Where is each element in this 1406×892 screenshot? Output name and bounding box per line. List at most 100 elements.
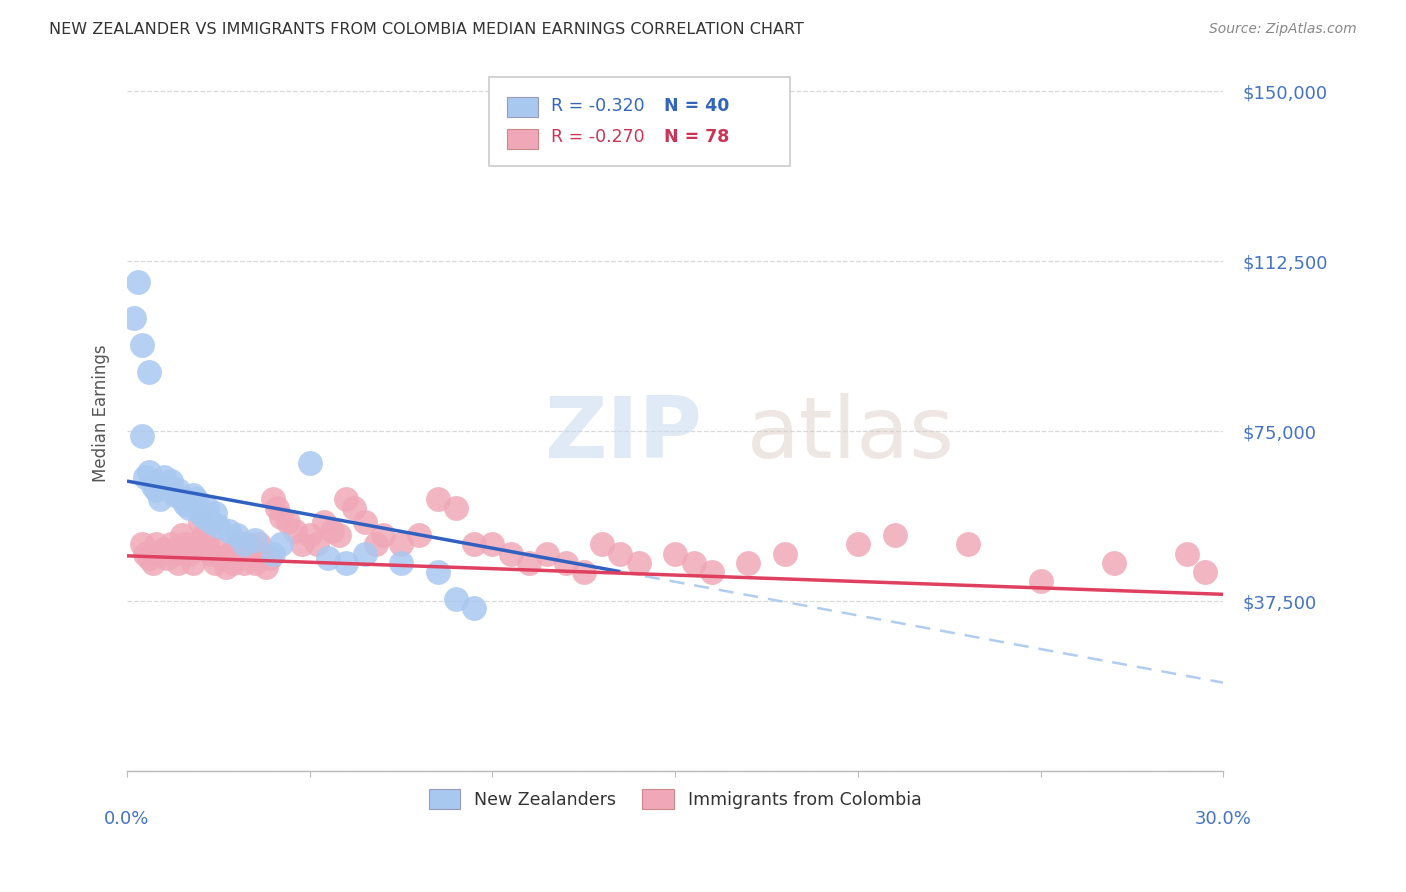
Point xyxy=(156,551,179,566)
Point xyxy=(481,537,503,551)
Point xyxy=(389,537,412,551)
Point xyxy=(554,556,576,570)
Point xyxy=(463,601,485,615)
Point xyxy=(149,547,172,561)
Point xyxy=(188,506,211,520)
Point xyxy=(170,492,193,507)
Point xyxy=(181,556,204,570)
Point xyxy=(408,528,430,542)
Point xyxy=(225,537,247,551)
Text: 0.0%: 0.0% xyxy=(104,810,149,828)
Point xyxy=(298,456,321,470)
Point xyxy=(188,515,211,529)
Point xyxy=(186,492,208,507)
Point xyxy=(316,551,339,566)
Point xyxy=(609,547,631,561)
Point xyxy=(1175,547,1198,561)
Point xyxy=(254,560,277,574)
Point xyxy=(174,537,197,551)
Point xyxy=(444,501,467,516)
Point xyxy=(243,556,266,570)
Point xyxy=(737,556,759,570)
Point xyxy=(193,510,215,524)
Point xyxy=(142,478,165,492)
Point xyxy=(229,547,252,561)
Point xyxy=(160,537,183,551)
Point xyxy=(682,556,704,570)
Point xyxy=(204,556,226,570)
Text: atlas: atlas xyxy=(747,393,955,476)
Point xyxy=(314,515,336,529)
Point xyxy=(131,429,153,443)
Point xyxy=(236,537,259,551)
Point xyxy=(270,510,292,524)
Point xyxy=(152,469,174,483)
Y-axis label: Median Earnings: Median Earnings xyxy=(93,344,110,482)
Point xyxy=(627,556,650,570)
Point xyxy=(1029,574,1052,588)
Point xyxy=(200,515,222,529)
Point xyxy=(517,556,540,570)
Point xyxy=(179,547,201,561)
Point xyxy=(444,591,467,606)
Text: R = -0.270: R = -0.270 xyxy=(551,128,645,146)
Point xyxy=(291,537,314,551)
Point xyxy=(197,537,219,551)
Point xyxy=(883,528,905,542)
Text: Source: ZipAtlas.com: Source: ZipAtlas.com xyxy=(1209,22,1357,37)
Point xyxy=(152,542,174,557)
Point xyxy=(536,547,558,561)
FancyBboxPatch shape xyxy=(508,128,538,149)
Point xyxy=(846,537,869,551)
Point xyxy=(247,537,270,551)
Point xyxy=(463,537,485,551)
Point xyxy=(138,365,160,379)
Point xyxy=(131,338,153,352)
Point xyxy=(149,492,172,507)
Point xyxy=(307,537,329,551)
Point xyxy=(321,524,343,538)
Point xyxy=(134,469,156,483)
Point xyxy=(389,556,412,570)
Point xyxy=(664,547,686,561)
Point xyxy=(371,528,394,542)
Point xyxy=(270,537,292,551)
Text: NEW ZEALANDER VS IMMIGRANTS FROM COLOMBIA MEDIAN EARNINGS CORRELATION CHART: NEW ZEALANDER VS IMMIGRANTS FROM COLOMBI… xyxy=(49,22,804,37)
Point xyxy=(207,519,229,533)
Point xyxy=(156,478,179,492)
Point xyxy=(284,524,307,538)
FancyBboxPatch shape xyxy=(508,97,538,118)
Point xyxy=(243,533,266,547)
Point xyxy=(499,547,522,561)
Point xyxy=(145,483,167,497)
Point xyxy=(335,556,357,570)
Point xyxy=(167,556,190,570)
Point xyxy=(353,515,375,529)
Point xyxy=(222,556,245,570)
Point xyxy=(342,501,364,516)
Text: 30.0%: 30.0% xyxy=(1195,810,1251,828)
Point xyxy=(181,488,204,502)
Point xyxy=(211,551,233,566)
Point xyxy=(233,537,256,551)
Text: ZIP: ZIP xyxy=(544,393,702,476)
Point xyxy=(572,565,595,579)
Point xyxy=(252,547,274,561)
Point xyxy=(145,537,167,551)
Point xyxy=(353,547,375,561)
Point xyxy=(1102,556,1125,570)
Point xyxy=(174,497,197,511)
Point xyxy=(218,524,240,538)
Point xyxy=(200,547,222,561)
Point xyxy=(163,547,186,561)
Point xyxy=(131,537,153,551)
Point xyxy=(127,275,149,289)
Point xyxy=(163,488,186,502)
Point xyxy=(160,474,183,488)
Point xyxy=(233,556,256,570)
Point xyxy=(426,492,449,507)
Point xyxy=(1194,565,1216,579)
Point xyxy=(124,310,146,325)
Point xyxy=(218,547,240,561)
Text: N = 78: N = 78 xyxy=(664,128,730,146)
